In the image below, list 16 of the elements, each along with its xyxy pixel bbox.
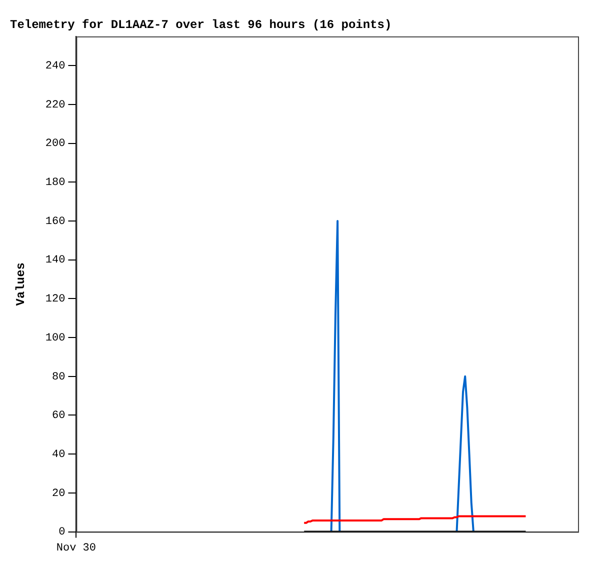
y-tick-label: 40 xyxy=(52,448,66,461)
y-tick-label: 200 xyxy=(45,138,66,150)
y-tick-label: 240 xyxy=(45,60,66,72)
x-tick-label: Nov 30 xyxy=(56,542,96,554)
y-tick-label: 120 xyxy=(45,294,66,306)
y-tick-label: 140 xyxy=(45,254,66,267)
y-axis-title: Values xyxy=(14,262,28,306)
y-tick-label: 80 xyxy=(52,371,66,384)
y-tick-label: 220 xyxy=(45,99,66,112)
y-tick-label: 180 xyxy=(45,177,66,190)
y-tick-label: 100 xyxy=(45,332,66,344)
y-tick-label: 20 xyxy=(52,488,66,500)
y-tick-label: 60 xyxy=(52,410,66,422)
chart-title: Telemetry for DL1AAZ-7 over last 96 hours (16 points) xyxy=(10,18,392,32)
y-tick-label: 160 xyxy=(45,216,66,228)
y-tick-label: 0 xyxy=(58,526,66,539)
